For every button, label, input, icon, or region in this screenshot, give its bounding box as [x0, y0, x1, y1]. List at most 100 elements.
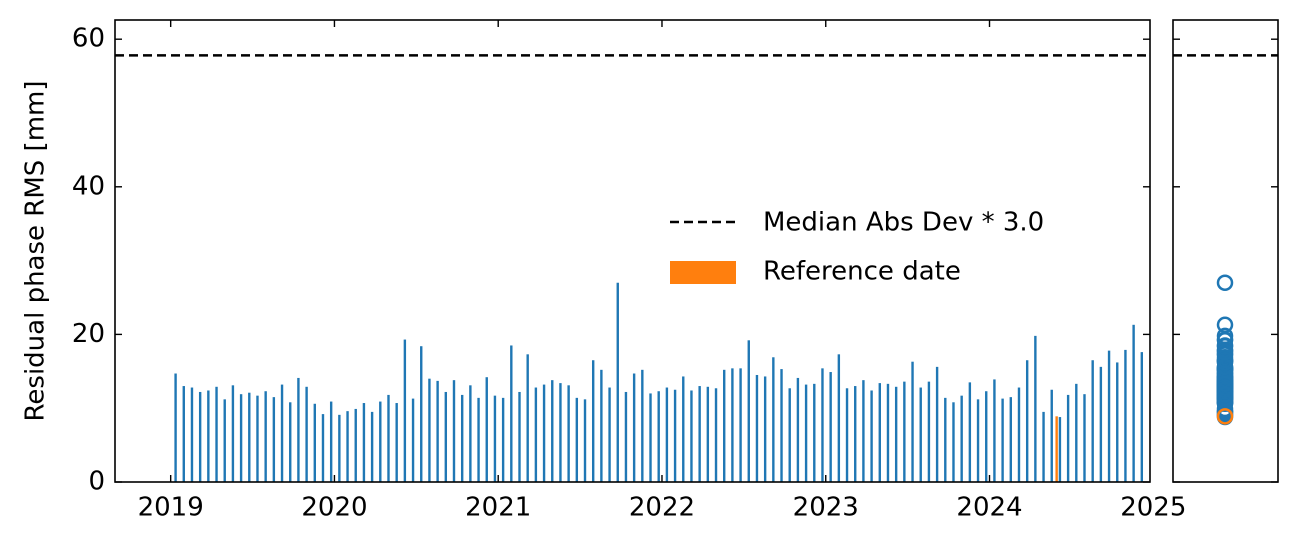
bar — [682, 376, 685, 482]
bar — [845, 388, 849, 482]
bar — [575, 397, 579, 482]
bar — [272, 397, 276, 482]
bar — [804, 384, 808, 482]
bar — [944, 397, 947, 482]
bar — [256, 395, 259, 482]
y-tick-label: 0 — [88, 467, 105, 497]
bar — [1042, 411, 1045, 482]
bar — [436, 380, 439, 482]
bar — [673, 389, 677, 482]
bar — [698, 386, 701, 482]
distribution-point — [1216, 403, 1234, 421]
bar — [1009, 397, 1012, 482]
bar — [411, 398, 415, 482]
bar — [1001, 398, 1004, 482]
bar — [960, 395, 963, 482]
bar — [1132, 324, 1135, 482]
bar — [485, 377, 488, 482]
side-frame — [1172, 19, 1279, 483]
bar — [338, 414, 341, 482]
bar — [829, 372, 832, 482]
bar — [559, 383, 562, 482]
legend-label: Median Abs Dev * 3.0 — [763, 208, 1044, 238]
bar — [1116, 362, 1119, 482]
bar — [198, 391, 202, 482]
legend-label: Reference date — [763, 257, 961, 287]
bar — [182, 386, 185, 482]
x-tick-label: 2020 — [301, 493, 367, 523]
bar — [346, 411, 349, 482]
bar — [763, 376, 767, 482]
x-tick-label: 2024 — [956, 493, 1022, 523]
x-tick-label: 2025 — [1120, 493, 1186, 523]
bar — [354, 408, 357, 482]
bar — [231, 385, 235, 482]
distribution-point — [1216, 375, 1234, 393]
bar — [280, 384, 284, 482]
bar — [665, 387, 669, 482]
bar — [649, 393, 652, 482]
bar — [567, 385, 570, 482]
bar — [723, 369, 726, 482]
reference-point — [1216, 408, 1234, 425]
bar — [501, 397, 505, 482]
bar — [591, 360, 595, 482]
bar — [780, 369, 783, 482]
bar — [878, 383, 881, 482]
bar — [837, 354, 841, 482]
bar — [264, 391, 267, 482]
bar — [1140, 352, 1144, 482]
bar — [1025, 360, 1029, 482]
bar — [731, 368, 734, 482]
bar — [1099, 366, 1103, 482]
bar — [870, 390, 873, 482]
plot-frame — [114, 19, 1151, 483]
bar — [313, 403, 316, 482]
bar — [1075, 383, 1078, 482]
bar — [903, 381, 906, 482]
bar — [813, 383, 816, 482]
bar — [526, 354, 529, 482]
bar — [641, 369, 644, 482]
bar — [927, 381, 931, 482]
bar — [747, 340, 750, 482]
bar — [510, 345, 513, 482]
bar — [190, 387, 194, 482]
distribution-point — [1216, 381, 1234, 398]
bar — [395, 403, 398, 482]
bar — [1124, 349, 1127, 482]
bar — [911, 361, 914, 482]
bar — [1107, 350, 1111, 482]
bar — [321, 414, 325, 482]
bar — [1058, 417, 1062, 482]
distribution-point — [1216, 385, 1234, 403]
bar — [1091, 360, 1094, 482]
bar — [600, 369, 603, 482]
bar — [329, 401, 333, 482]
bar — [1017, 387, 1021, 482]
bar — [608, 387, 611, 482]
bar — [460, 394, 464, 482]
bar — [985, 391, 988, 482]
bar — [215, 386, 218, 482]
bar — [854, 386, 857, 482]
bar — [420, 346, 423, 482]
bar — [469, 385, 472, 482]
bar — [952, 402, 955, 482]
bar — [755, 374, 759, 482]
bar — [796, 377, 800, 482]
x-tick-label: 2023 — [793, 493, 859, 523]
bar — [518, 391, 521, 482]
bar — [428, 378, 431, 482]
bar — [690, 390, 693, 482]
y-tick-label: 60 — [72, 24, 105, 54]
bar — [542, 384, 546, 482]
bar — [1083, 394, 1086, 482]
bar — [362, 403, 366, 482]
bar — [444, 391, 448, 482]
bar — [174, 373, 177, 482]
bar — [657, 391, 660, 482]
bar — [886, 383, 890, 482]
bar — [583, 399, 587, 482]
